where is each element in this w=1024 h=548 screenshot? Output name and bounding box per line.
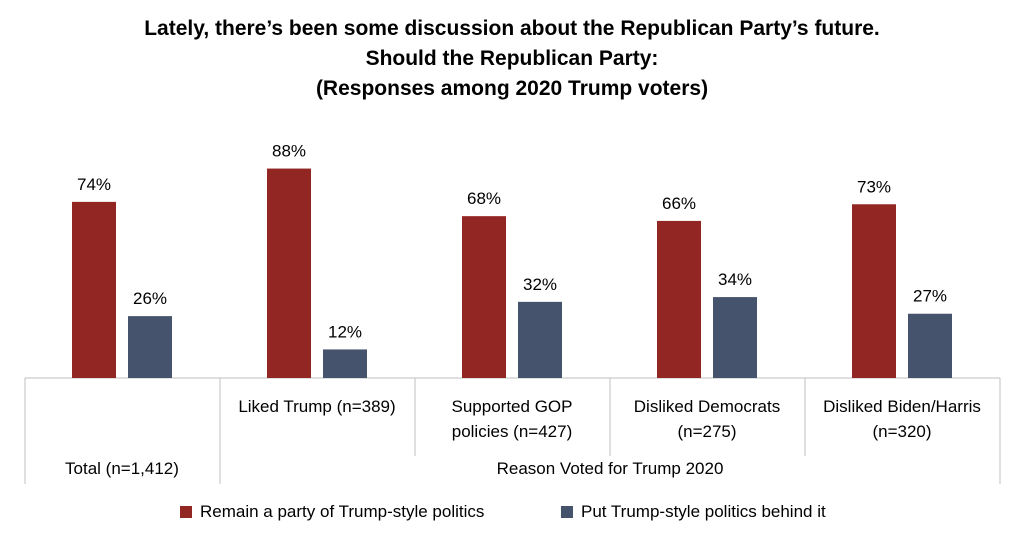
bar-s2-c3: [518, 301, 562, 378]
data-label-s2-c1: 26%: [133, 289, 167, 308]
legend-label-put-behind: Put Trump-style politics behind it: [581, 502, 826, 521]
category-label-5-line-2: (n=320): [872, 422, 931, 441]
chart-title-line-1: Lately, there’s been some discussion abo…: [144, 17, 880, 40]
category-label-2-line-1: Liked Trump (n=389): [238, 397, 395, 416]
bar-s1-c4: [657, 220, 701, 378]
bar-s1-c1: [72, 201, 116, 378]
data-label-s1-c1: 74%: [77, 175, 111, 194]
data-label-s2-c5: 27%: [913, 287, 947, 306]
chart-title-line-2: Should the Republican Party:: [365, 47, 659, 70]
data-label-s1-c3: 68%: [467, 189, 501, 208]
data-label-s1-c5: 73%: [857, 177, 891, 196]
group-label: Reason Voted for Trump 2020: [497, 459, 724, 478]
data-label-s2-c3: 32%: [523, 275, 557, 294]
legend-item-remain: Remain a party of Trump-style politics: [180, 502, 484, 522]
bar-s2-c1: [128, 316, 172, 378]
bar-s1-c3: [462, 216, 506, 378]
legend-swatch-remain: [180, 506, 192, 518]
legend-label-remain: Remain a party of Trump-style politics: [200, 502, 485, 521]
bar-s2-c4: [713, 297, 757, 378]
category-label-4-line-2: (n=275): [677, 422, 736, 441]
category-label-3-line-2: policies (n=427): [452, 422, 573, 441]
category-label-4-line-1: Disliked Democrats: [634, 397, 780, 416]
data-label-s1-c2: 88%: [272, 142, 306, 161]
bar-s1-c2: [267, 168, 311, 378]
legend-swatch-put-behind: [561, 506, 573, 518]
chart-title-line-3: (Responses among 2020 Trump voters): [315, 77, 709, 100]
legend-item-put-behind: Put Trump-style politics behind it: [561, 502, 826, 522]
data-label-s2-c4: 34%: [718, 270, 752, 289]
bar-s2-c5: [908, 313, 952, 378]
chart-legend: Remain a party of Trump-style politics P…: [0, 502, 1024, 528]
bar-s2-c2: [323, 349, 367, 378]
data-label-s2-c2: 12%: [328, 322, 362, 341]
category-label-1-line-1: Total (n=1,412): [65, 459, 179, 478]
category-label-3-line-1: Supported GOP: [452, 397, 573, 416]
bar-s1-c5: [852, 204, 896, 378]
category-label-5-line-1: Disliked Biden/Harris: [823, 397, 981, 416]
data-label-s1-c4: 66%: [662, 194, 696, 213]
